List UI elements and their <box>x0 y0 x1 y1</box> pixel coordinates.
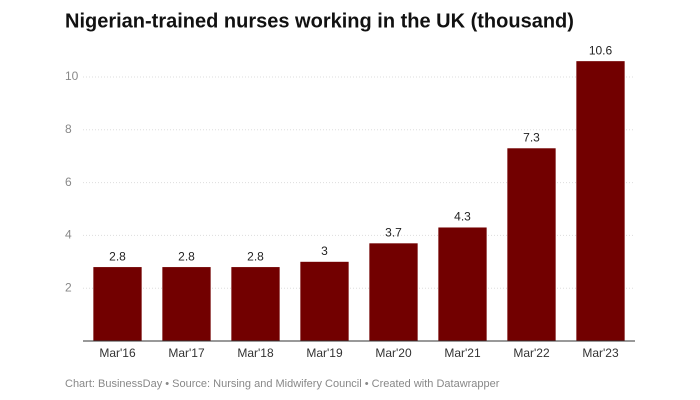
bar <box>576 61 625 341</box>
x-tick-label: Mar'23 <box>582 346 619 360</box>
bar <box>300 261 349 341</box>
bar <box>369 243 418 341</box>
x-tick-label: Mar'19 <box>306 346 343 360</box>
bar <box>507 148 556 341</box>
bar <box>93 267 142 341</box>
value-label: 3.7 <box>385 225 402 239</box>
value-label: 2.8 <box>247 249 264 263</box>
x-tick-label: Mar'20 <box>375 346 412 360</box>
y-tick-label: 10 <box>65 69 79 83</box>
value-label: 2.8 <box>178 249 195 263</box>
y-tick-label: 8 <box>65 122 72 136</box>
value-label: 4.3 <box>454 210 471 224</box>
bar <box>162 267 211 341</box>
x-tick-label: Mar'18 <box>237 346 274 360</box>
y-tick-label: 2 <box>65 280 72 294</box>
value-label: 10.6 <box>589 43 613 57</box>
value-label: 2.8 <box>109 249 126 263</box>
y-tick-label: 4 <box>65 228 72 242</box>
x-tick-label: Mar'22 <box>513 346 550 360</box>
x-tick-label: Mar'16 <box>99 346 136 360</box>
chart-title: Nigerian-trained nurses working in the U… <box>65 10 574 32</box>
bar <box>438 227 487 341</box>
source-note: Chart: BusinessDay • Source: Nursing and… <box>65 378 500 390</box>
bar <box>231 267 280 341</box>
x-tick-label: Mar'17 <box>168 346 205 360</box>
value-label: 7.3 <box>523 130 540 144</box>
y-tick-label: 6 <box>65 175 72 189</box>
x-tick-label: Mar'21 <box>444 346 481 360</box>
value-label: 3 <box>321 244 328 258</box>
